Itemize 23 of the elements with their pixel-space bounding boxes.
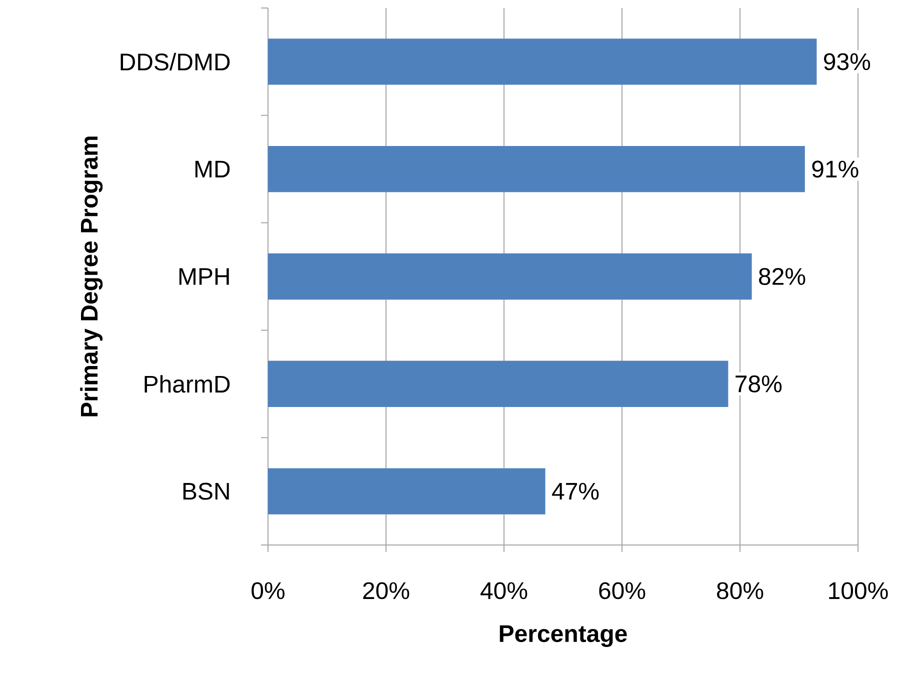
bar [268, 38, 817, 85]
y-tick-label: DDS/DMD [120, 52, 230, 71]
y-axis-title: Primary Degree Program [80, 136, 103, 416]
data-label: 91% [812, 160, 858, 178]
x-tick-label: 60% [599, 582, 646, 600]
bar [268, 360, 728, 407]
data-label: 78% [736, 375, 782, 392]
x-tick-label: 0% [252, 582, 284, 600]
y-tick-label: PharmD [144, 375, 230, 393]
data-label: 47% [552, 482, 599, 500]
x-tick-label: 80% [717, 582, 764, 600]
y-tick-label: MPH [179, 268, 229, 285]
data-label: 93% [824, 53, 870, 70]
y-tick-label: MD [195, 160, 230, 178]
bar [268, 253, 752, 300]
x-tick-label: 20% [363, 582, 410, 600]
y-tick-label: BSN [183, 482, 229, 500]
x-tick-label: 40% [480, 582, 528, 600]
bar [268, 468, 546, 514]
bar [268, 146, 805, 192]
data-label: 82% [759, 268, 806, 285]
x-tick-label: 100% [829, 582, 888, 600]
x-axis-title: Percentage [500, 625, 627, 647]
